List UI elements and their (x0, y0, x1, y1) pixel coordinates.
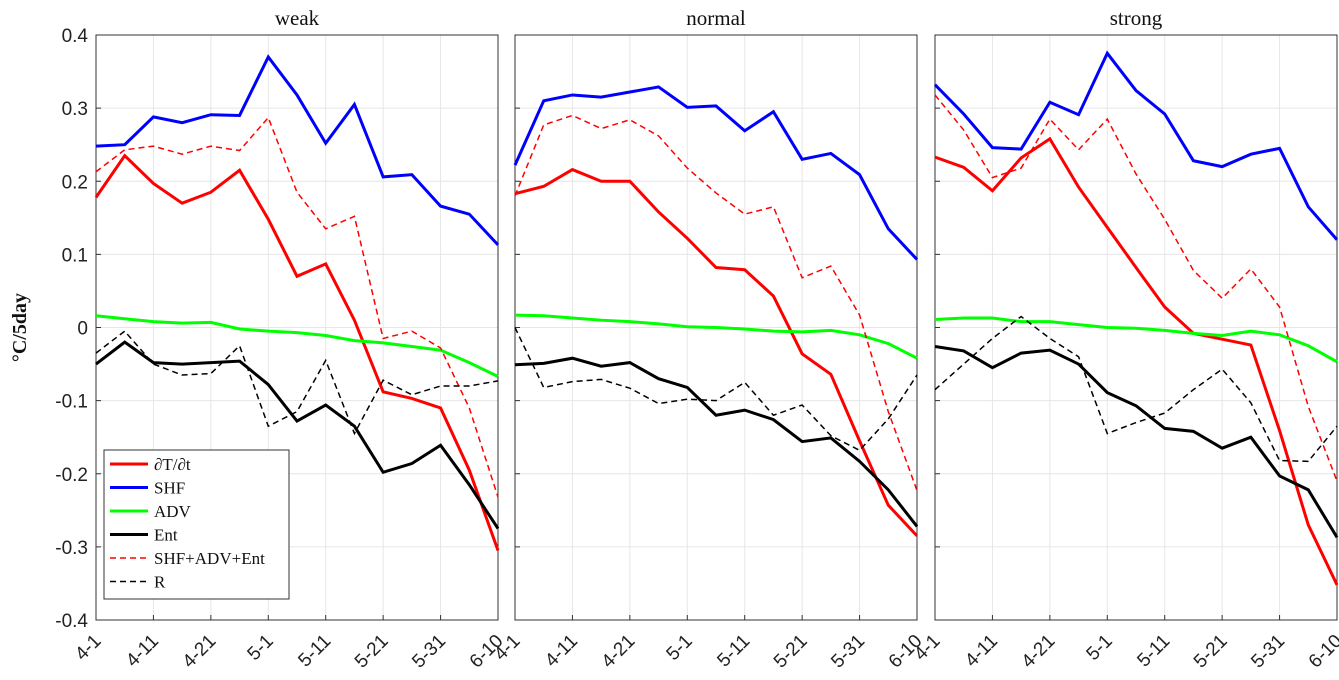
series-line (95, 340, 500, 530)
y-tick-label: 0.2 (62, 172, 88, 193)
x-tick-label: 5-21 (1190, 631, 1232, 673)
y-tick-label: -0.4 (55, 611, 88, 632)
x-tick-label: 4-11 (961, 631, 1002, 672)
series-line (934, 315, 1338, 463)
x-tick-label: 5-31 (1247, 631, 1289, 673)
series-line (933, 50, 1339, 241)
series-line (95, 314, 499, 378)
panel-title: strong (1110, 6, 1163, 30)
legend-label: Ent (154, 526, 178, 545)
x-tick-label: 5-21 (770, 631, 812, 673)
series-line (95, 330, 499, 436)
series-line (514, 356, 919, 528)
series-line (934, 136, 1339, 586)
legend-label: R (154, 573, 166, 592)
y-tick-label: 0.3 (62, 99, 88, 120)
x-tick-label: 5-31 (827, 631, 869, 673)
x-tick-label: 5-1 (1083, 631, 1117, 665)
x-tick-label: 4-21 (598, 631, 640, 673)
x-tick-label: 6-10 (1305, 631, 1339, 673)
axes-box (934, 34, 1338, 621)
series-line (514, 313, 918, 360)
x-tick-label: 5-21 (351, 631, 393, 673)
legend-label: ∂T/∂t (154, 455, 191, 474)
x-tick-label: 4-21 (179, 631, 221, 673)
y-tick-label: 0.4 (62, 26, 89, 47)
y-axis-label: °C/5day (9, 293, 31, 362)
legend-label: ADV (154, 502, 192, 521)
panel-title: normal (686, 6, 746, 30)
x-tick-label: 5-1 (244, 631, 278, 665)
panel-title: weak (275, 6, 320, 30)
y-tick-label: -0.2 (55, 465, 88, 486)
series-line (514, 167, 919, 537)
x-tick-label: 5-1 (663, 631, 697, 665)
series-line (934, 316, 1338, 364)
x-tick-label: 4-11 (122, 631, 163, 672)
series-line (934, 94, 1338, 482)
x-tick-label: 4-1 (71, 631, 105, 665)
series-line (934, 345, 1339, 539)
x-tick-label: 4-21 (1018, 631, 1060, 673)
series-line (514, 114, 918, 491)
x-tick-label: 5-31 (408, 631, 450, 673)
legend-box (103, 449, 290, 600)
axes-box (95, 34, 499, 621)
y-tick-label: 0 (77, 319, 88, 340)
series-line (95, 116, 499, 498)
series-line (94, 153, 500, 552)
series-line (513, 85, 919, 261)
legend-label: SHF (154, 479, 185, 498)
series-line (514, 327, 918, 452)
x-tick-label: 5-11 (295, 631, 336, 672)
y-tick-label: -0.1 (55, 392, 88, 413)
series-line (95, 54, 500, 246)
x-tick-label: 4-11 (541, 631, 582, 672)
y-tick-label: 0.1 (62, 245, 88, 266)
legend-label: SHF+ADV+Ent (154, 549, 265, 568)
x-tick-label: 5-11 (1134, 631, 1175, 672)
y-tick-label: -0.3 (55, 538, 88, 559)
x-tick-label: 5-11 (714, 631, 755, 672)
